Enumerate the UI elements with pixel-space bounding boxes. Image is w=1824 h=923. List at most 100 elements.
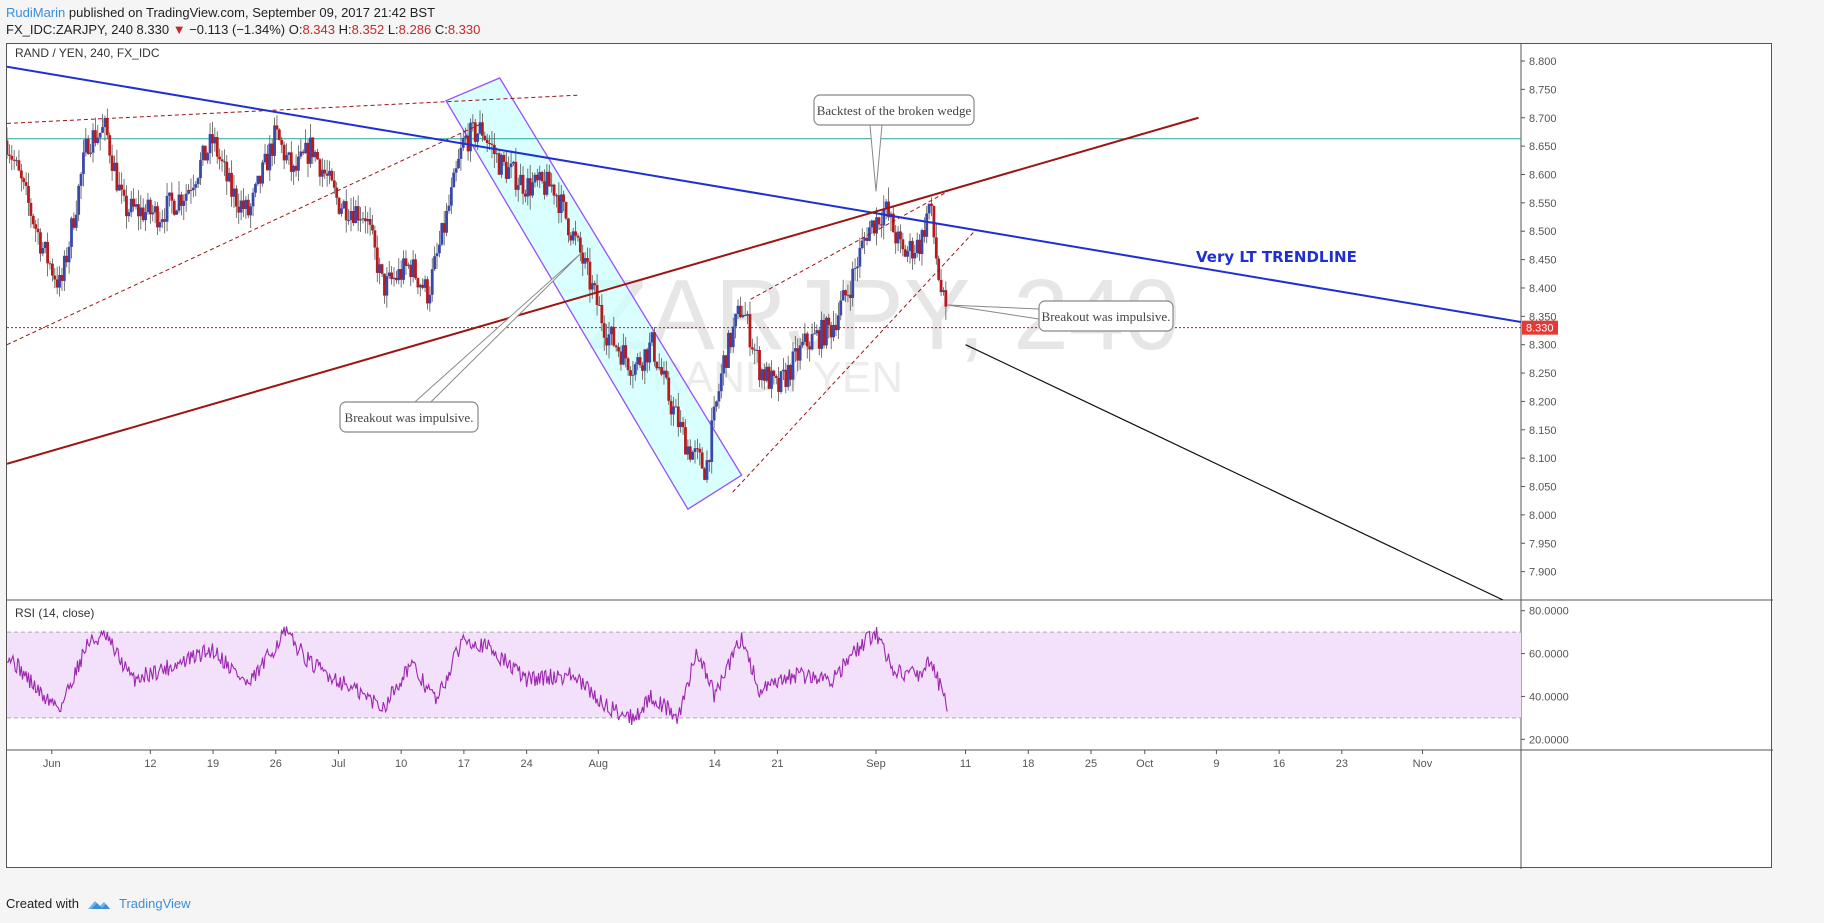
candle-body [77,185,81,215]
candle [650,331,654,346]
candle [31,213,35,229]
candle [817,326,821,356]
candle [442,210,446,246]
candle [82,139,85,187]
candle [447,194,451,214]
close-label: C: [434,22,448,37]
candle-body [22,178,26,183]
price-change: −0.113 (−1.34%) [189,22,286,37]
candle-body [17,160,21,171]
candle [722,350,726,386]
candle [268,135,272,182]
trendline-black [965,344,1504,600]
tradingview-link[interactable]: TradingView [118,896,191,911]
candle-body [813,333,816,335]
candle-body [684,427,687,455]
candle-body [504,161,508,179]
candle [438,230,441,258]
candle-body [213,137,217,144]
candle [230,160,233,207]
candle-body [925,213,929,237]
candle [485,133,489,153]
candle-body [203,145,207,161]
candle [41,242,45,257]
candle [595,274,599,316]
candle-body [31,215,35,225]
chart-frame[interactable]: ZARJPY, 240 RAND / YEN RAND / YEN, 240, FX… [6,43,1773,869]
candle [24,172,28,196]
candle [531,172,534,198]
candle-body [942,290,945,293]
candle-body [249,206,253,216]
candle-body [282,144,286,161]
candle-body [256,175,260,185]
candle [113,155,116,172]
candle-body [516,185,520,190]
candle [598,296,601,306]
candle [693,440,697,464]
candle-body [201,145,205,161]
candle-body [514,161,518,190]
candle [533,172,537,188]
rsi-title: RSI (14, close) [15,606,94,620]
candle [939,269,943,297]
candle-body [136,204,140,217]
candle [134,198,138,210]
candle [605,324,609,355]
candle [409,260,413,287]
candle [913,244,917,265]
chart-header: RudiMarin published on TradingView.com, … [6,4,480,38]
price-tick-label: 8.000 [1529,510,1557,522]
time-tick-label: 18 [1022,758,1034,770]
candle-body [426,279,429,304]
candle-body [297,156,300,171]
candle [318,157,322,186]
candle-body [361,218,365,220]
candle [356,195,360,232]
candle [719,364,723,399]
price-tick-label: 8.100 [1529,453,1557,465]
candle [132,188,136,212]
candle-body [748,314,752,348]
candle [633,361,637,381]
candle [832,310,835,342]
candle-body [853,268,857,270]
candle [891,206,895,233]
candle [899,224,902,254]
candle-body [206,153,210,161]
candle-body [127,212,131,217]
candle [203,145,207,161]
candle-body [115,162,119,191]
candle-body [469,122,472,152]
candle-body [629,370,632,376]
rsi-tick-label: 20.0000 [1529,734,1569,746]
candle [351,196,355,226]
candle [330,168,334,182]
candle [222,149,226,176]
candle [430,258,434,302]
candle-body [810,334,814,350]
candle-body [633,364,637,375]
candle [681,416,685,435]
candle [136,190,140,231]
candle-body [158,222,162,228]
candle-body [485,139,489,144]
candle-body [306,142,310,164]
candle [60,267,64,291]
candle [91,123,95,163]
candle-body [98,132,102,138]
callout-breakout-left: Breakout was impulsive. [339,253,581,433]
candle [552,183,556,205]
candle [870,219,874,234]
candle [423,275,427,293]
candle [772,369,776,385]
candle-body [538,172,542,181]
dashed-wedge-line-1 [7,94,581,124]
candle-body [535,174,539,181]
author-link[interactable]: RudiMarin [6,5,66,20]
price-tick-label: 8.750 [1529,84,1557,96]
candle [657,353,661,371]
candle-body [488,143,491,145]
candle [84,127,88,157]
